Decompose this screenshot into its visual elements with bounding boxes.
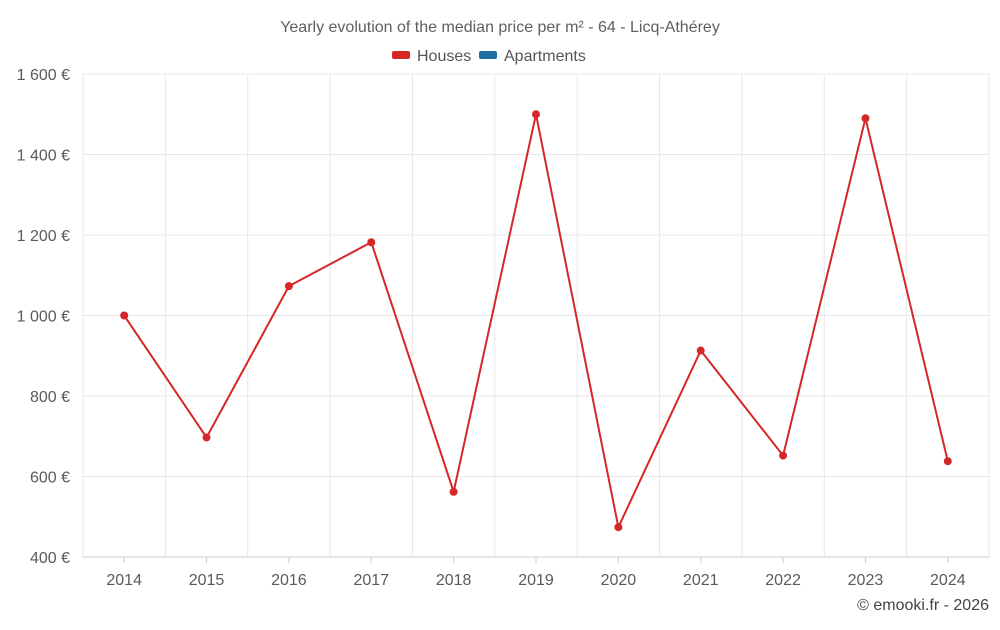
data-point[interactable] (779, 451, 788, 460)
y-tick-label: 800 € (30, 389, 70, 406)
legend-label-houses[interactable]: Houses (417, 48, 471, 65)
credit-text: © emooki.fr - 2026 (857, 597, 989, 614)
y-tick-label: 1 600 € (17, 67, 70, 84)
data-point[interactable] (532, 110, 540, 119)
x-tick-label: 2022 (765, 572, 801, 589)
grid (82, 73, 990, 558)
chart-title: Yearly evolution of the median price per… (280, 19, 720, 36)
y-tick-label: 400 € (30, 550, 70, 567)
legend-swatch-apartments (479, 51, 497, 59)
x-tick-label: 2015 (189, 572, 225, 589)
x-tick-label: 2016 (271, 572, 307, 589)
data-point[interactable] (696, 346, 705, 355)
data-point[interactable] (202, 433, 211, 442)
x-tick-label: 2023 (848, 572, 884, 589)
y-tick-label: 1 000 € (17, 309, 70, 326)
x-tick-label: 2020 (601, 572, 637, 589)
series-layer (120, 110, 952, 532)
data-point[interactable] (120, 311, 129, 320)
x-tick-label: 2024 (930, 572, 966, 589)
x-tick-label: 2014 (106, 572, 142, 589)
legend: Houses Apartments (392, 48, 586, 65)
y-tick-label: 1 400 € (17, 148, 70, 165)
legend-label-apartments[interactable]: Apartments (504, 48, 586, 65)
data-point[interactable] (367, 238, 376, 247)
legend-swatch-houses (392, 51, 410, 59)
y-tick-label: 1 200 € (17, 228, 70, 245)
data-point[interactable] (614, 523, 623, 532)
x-tick-label: 2017 (353, 572, 389, 589)
data-point[interactable] (943, 457, 952, 466)
x-axis: 2014 2015 2016 2017 2018 2019 2020 2021 2022 2023… (106, 557, 966, 589)
x-tick-label: 2021 (683, 572, 719, 589)
x-tick-label: 2019 (518, 572, 554, 589)
y-tick-label: 600 € (30, 470, 70, 487)
y-axis: 400 € 600 € 800 € 1 000 € 1 200 € 1 400 € 1 60… (17, 67, 70, 567)
x-tick-label: 2018 (436, 572, 472, 589)
data-point[interactable] (449, 487, 458, 496)
data-point[interactable] (861, 114, 870, 123)
data-point[interactable] (284, 282, 293, 291)
